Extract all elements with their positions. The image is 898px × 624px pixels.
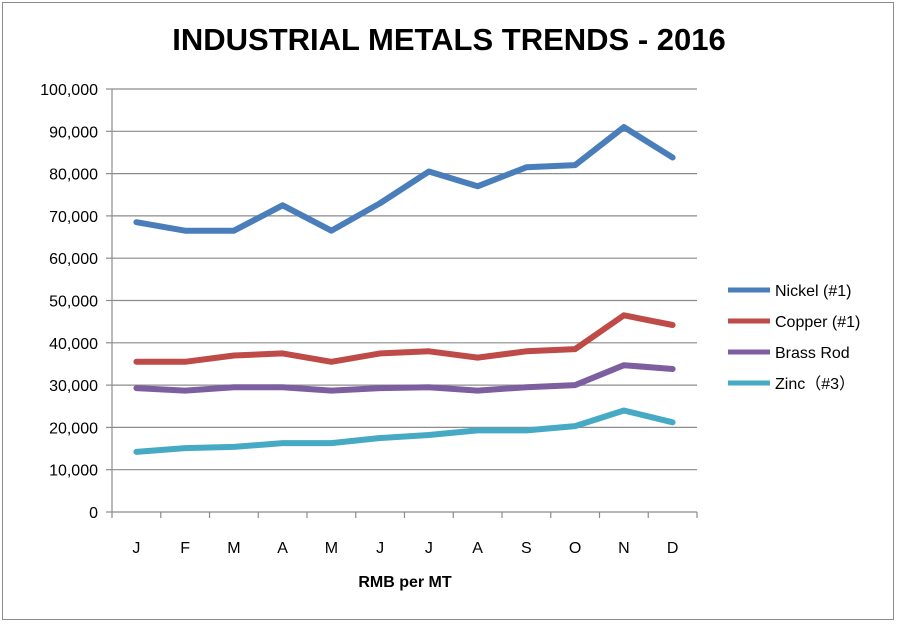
y-tick-label: 100,000 (40, 82, 98, 99)
y-tick-label: 90,000 (49, 124, 98, 141)
y-tick-label: 10,000 (49, 463, 98, 480)
series-line-0 (133, 124, 676, 234)
series-line-3 (133, 407, 676, 455)
x-tick-label: D (667, 540, 679, 557)
y-tick-label: 20,000 (49, 420, 98, 437)
legend-label: Copper (#1) (775, 314, 860, 331)
y-tick-label: 60,000 (49, 251, 98, 268)
y-tick-label: 30,000 (49, 378, 98, 395)
x-tick-label: O (569, 540, 581, 557)
x-tick-label: F (180, 540, 190, 557)
x-axis-title: RMB per MT (358, 574, 452, 591)
legend-label: Nickel (#1) (775, 283, 851, 300)
x-tick-label: J (132, 540, 140, 557)
legend-label: Brass Rod (775, 345, 850, 362)
x-tick-label: J (425, 540, 433, 557)
y-tick-label: 70,000 (49, 209, 98, 226)
y-tick-label: 80,000 (49, 167, 98, 184)
y-tick-label: 0 (89, 505, 98, 522)
x-tick-label: M (325, 540, 338, 557)
x-tick-label: J (376, 540, 384, 557)
x-tick-label: A (277, 540, 288, 557)
y-tick-label: 50,000 (49, 294, 98, 311)
x-tick-label: N (618, 540, 630, 557)
series-line-2 (133, 362, 676, 394)
x-tick-label: S (521, 540, 532, 557)
x-tick-label: M (227, 540, 240, 557)
legend: Nickel (#1) Copper (#1) Brass Rod Zinc（#3） (728, 283, 860, 393)
series-lines (133, 124, 676, 455)
y-tick-label: 40,000 (49, 336, 98, 353)
chart-title: INDUSTRIAL METALS TRENDS - 2016 (172, 22, 726, 57)
series-line-1 (133, 312, 676, 365)
x-tick-label: A (472, 540, 483, 557)
axes: 0 10,000 20,000 30,000 40,000 50,000 60,000 70,… (40, 82, 698, 557)
legend-label: Zinc（#3） (775, 375, 855, 393)
